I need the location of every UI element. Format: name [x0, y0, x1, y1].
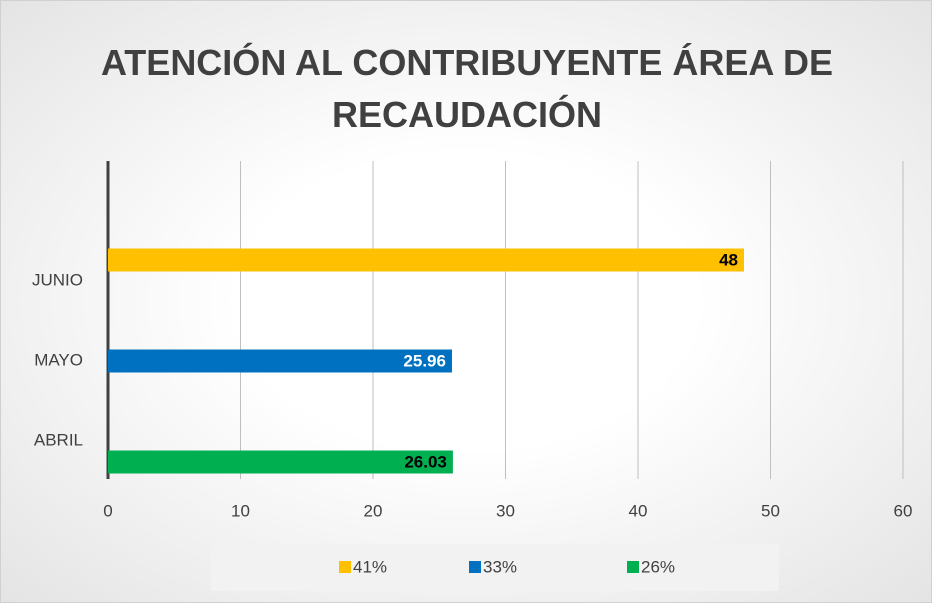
x-tick-label: 10	[231, 501, 250, 520]
legend-marker	[627, 561, 639, 573]
x-tick-label: 0	[103, 501, 112, 520]
data-label: 25.96	[403, 351, 446, 370]
bar	[108, 248, 744, 272]
x-tick-label: 20	[364, 501, 383, 520]
chart-title: ATENCIÓN AL CONTRIBUYENTE ÁREA DE RECAUD…	[100, 42, 834, 135]
data-label: 26.03	[404, 452, 447, 471]
data-label: 48	[719, 250, 738, 269]
legend-box	[211, 544, 779, 591]
bar	[108, 450, 453, 474]
legend-label: 41%	[353, 557, 387, 576]
x-tick-label: 30	[496, 501, 515, 520]
legend-label: 33%	[483, 557, 517, 576]
legend-marker	[339, 561, 351, 573]
x-tick-label: 50	[761, 501, 780, 520]
y-tick-label: ABRIL	[34, 430, 83, 449]
bar	[108, 349, 452, 373]
x-tick-label: 60	[894, 501, 913, 520]
y-tick-label: JUNIO	[32, 270, 83, 289]
y-tick-label: MAYO	[34, 350, 83, 369]
legend-marker	[469, 561, 481, 573]
x-tick-label: 40	[629, 501, 648, 520]
legend-label: 26%	[641, 557, 675, 576]
